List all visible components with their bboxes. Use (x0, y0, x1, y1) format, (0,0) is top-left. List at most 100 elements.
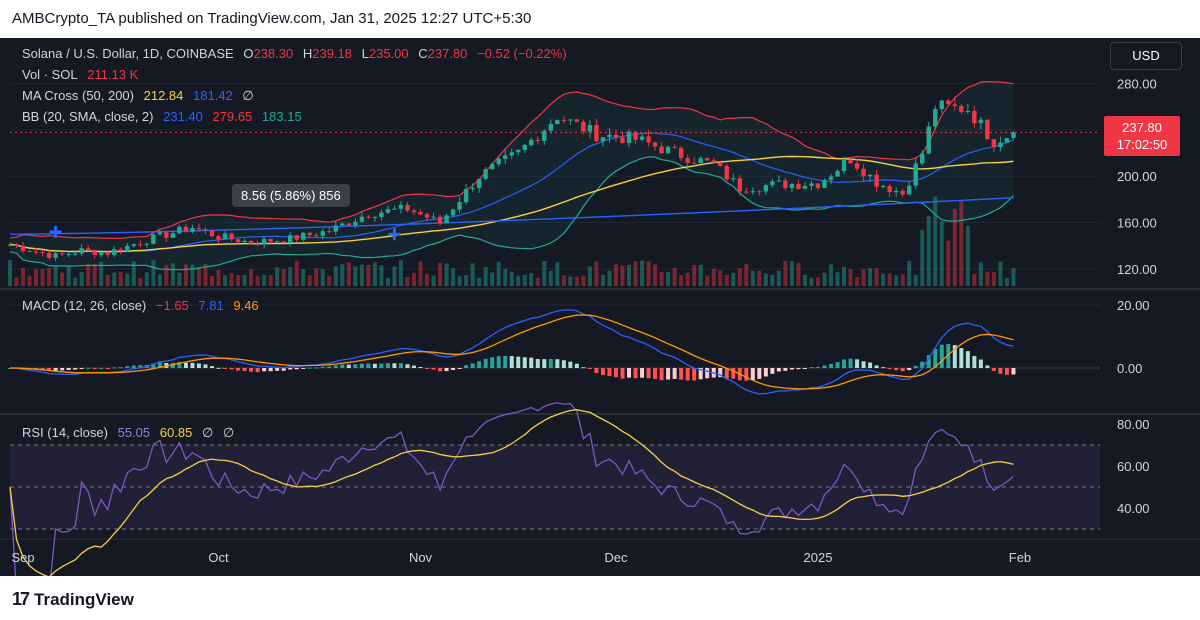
macd-hist-bar (118, 367, 123, 369)
volume-bar (1004, 277, 1009, 286)
volume-bar (587, 266, 592, 286)
volume-bar (301, 268, 306, 286)
macd-hist-bar (724, 368, 729, 379)
legend-ma200: 181.42 (193, 88, 233, 103)
macd-hist-bar (952, 345, 957, 368)
volume-bar (509, 271, 514, 286)
candle-body (978, 119, 984, 124)
volume-bar (216, 270, 221, 286)
macd-hist-bar (503, 355, 508, 368)
volume-bar (952, 209, 957, 286)
candle-body (46, 252, 52, 258)
candle-body (665, 146, 671, 154)
volume-bar (249, 269, 254, 286)
candle-body (177, 226, 182, 234)
legend-rsi-value: 55.05 (117, 425, 151, 440)
volume-bar (640, 260, 645, 286)
volume-series (8, 196, 1016, 286)
candle-body (561, 120, 567, 122)
candle-body (731, 178, 736, 180)
candle-body (574, 119, 580, 122)
macd-hist-bar (255, 368, 260, 373)
candle-body (79, 248, 84, 254)
volume-bar (685, 272, 690, 286)
candle-body (802, 186, 808, 189)
volume-bar (829, 264, 834, 286)
tradingview-logo-icon: 17 (12, 589, 30, 609)
legend-volume: Vol · SOL 211.13 K (22, 67, 144, 82)
macd-hist-bar (698, 368, 703, 380)
ma-cross-marker (388, 228, 401, 241)
volume-bar (314, 268, 319, 286)
candle-body (242, 240, 247, 243)
volume-bar (1011, 268, 1016, 286)
macd-hist-bar (972, 356, 977, 368)
candle-body (346, 223, 352, 226)
volume-bar (789, 261, 794, 286)
candle-body (711, 160, 716, 163)
candle-body (607, 134, 612, 138)
last-price-value: 237.80 (1122, 120, 1162, 135)
volume-bar (959, 201, 964, 286)
candle-body (248, 240, 254, 244)
volume-bar (411, 272, 416, 286)
volume-bar (874, 268, 879, 286)
volume-bar (340, 263, 345, 286)
candle-body (587, 125, 593, 132)
macd-hist-bar (314, 367, 319, 369)
candle-body (835, 170, 840, 177)
volume-bar (776, 270, 781, 286)
volume-bar (594, 261, 599, 286)
legend-vol-label: Vol · SOL (22, 67, 78, 82)
candle-body (59, 253, 65, 255)
volume-bar (692, 265, 697, 286)
signal-line (10, 314, 1014, 390)
volume-bar (21, 267, 26, 286)
macd-hist-bar (275, 368, 280, 371)
candle-body (138, 244, 143, 246)
candle-body (125, 245, 130, 252)
candle-body (893, 190, 899, 193)
candle-series (7, 96, 1016, 262)
candle-body (783, 180, 788, 189)
legend-open: 238.30 (253, 46, 294, 61)
candle-body (685, 157, 690, 163)
legend-ma-label: MA Cross (50, 200) (22, 88, 134, 103)
macd-hist-bar (496, 356, 501, 368)
candle-body (535, 139, 540, 141)
macd-hist-bar (242, 368, 247, 372)
chart-area[interactable]: 120.00160.00200.00240.00280.000.0020.004… (0, 38, 1200, 576)
macd-hist-bar (262, 368, 267, 372)
macd-hist-bar (1004, 368, 1009, 375)
candle-body (1004, 138, 1010, 143)
volume-bar (268, 275, 273, 286)
legend-ma50: 212.84 (143, 88, 184, 103)
macd-hist-bar (744, 368, 749, 381)
volume-bar (711, 268, 716, 286)
candle-body (255, 243, 260, 245)
currency-button[interactable]: USD (1110, 42, 1182, 70)
last-price-badge: 237.80 17:02:50 (1104, 116, 1180, 156)
macd-hist-bar (216, 367, 221, 369)
macd-hist-bar (372, 363, 377, 368)
candle-body (131, 244, 137, 246)
tradingview-logo[interactable]: 17 TradingView (12, 589, 134, 610)
candle-body (405, 204, 410, 211)
volume-bar (529, 273, 534, 286)
candle-body (359, 216, 365, 222)
volume-bar (346, 262, 351, 286)
tradingview-logo-text: TradingView (34, 589, 134, 609)
legend-main: Solana / U.S. Dollar, 1D, COINBASE O238.… (22, 46, 573, 61)
candle-body (483, 169, 488, 179)
macd-hist-bar (607, 368, 612, 377)
candle-body (620, 137, 625, 144)
candle-body (196, 227, 202, 230)
legend-bb-basis: 231.40 (163, 109, 203, 124)
candle-body (828, 176, 834, 180)
candle-body (933, 109, 938, 127)
macd-hist-bar (907, 368, 912, 371)
candle-body (737, 178, 742, 192)
legend-vol-value: 211.13 K (87, 67, 139, 82)
volume-bar (431, 275, 436, 286)
measure-label: 8.56 (5.86%) 856 (232, 184, 350, 207)
